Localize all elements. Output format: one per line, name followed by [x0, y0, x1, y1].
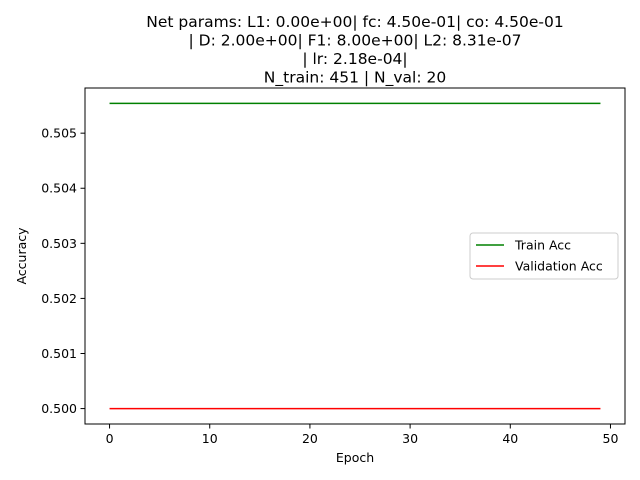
x-axis-ticks: 0 10 20 30 40 50	[106, 424, 619, 446]
legend-label: Validation Acc	[515, 259, 603, 274]
y-tick-label: 0.500	[41, 401, 77, 416]
y-tick-label: 0.504	[41, 181, 77, 196]
y-tick-label: 0.501	[41, 346, 77, 361]
legend: Train Acc Validation Acc	[469, 232, 619, 280]
x-tick-label: 30	[402, 431, 418, 446]
x-tick-label: 0	[106, 431, 114, 446]
y-axis-ticks: 0.500 0.501 0.502 0.503 0.504 0.505	[41, 126, 85, 416]
x-tick-label: 50	[603, 431, 619, 446]
x-axis-label: Epoch	[336, 450, 374, 465]
legend-box	[469, 232, 619, 280]
x-tick-label: 20	[302, 431, 318, 446]
plot-area	[84, 87, 626, 425]
y-axis-label: Accuracy	[14, 227, 29, 285]
chart-title: Net params: L1: 0.00e+00| fc: 4.50e-01| …	[146, 13, 563, 88]
y-tick-label: 0.503	[41, 236, 77, 251]
title-line: Net params: L1: 0.00e+00| fc: 4.50e-01| …	[146, 13, 563, 31]
y-tick-label: 0.502	[41, 291, 77, 306]
series-lines	[109, 102, 601, 410]
x-tick-label: 10	[202, 431, 218, 446]
title-line: | lr: 2.18e-04|	[302, 50, 407, 68]
x-tick-label: 40	[502, 431, 518, 446]
legend-label: Train Acc	[514, 238, 571, 253]
title-line: N_train: 451 | N_val: 20	[264, 69, 446, 88]
y-tick-label: 0.505	[41, 126, 77, 141]
title-line: | D: 2.00e+00| F1: 8.00e+00| L2: 8.31e-0…	[189, 32, 522, 50]
